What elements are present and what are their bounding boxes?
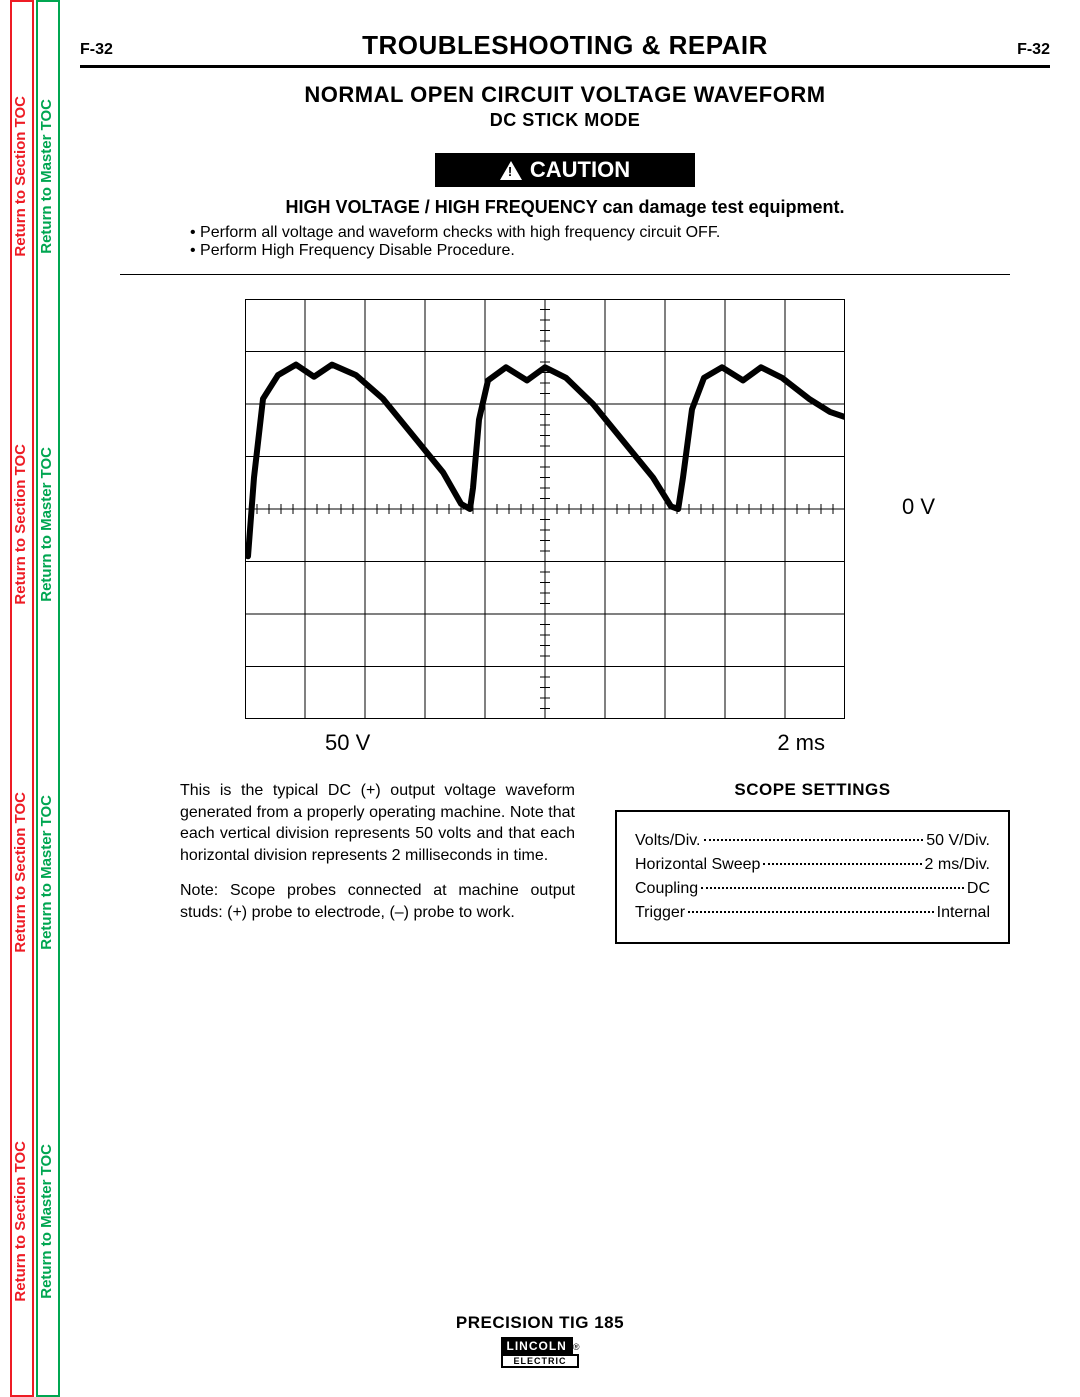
section-divider — [120, 274, 1010, 275]
volts-per-div-label: 50 V — [325, 730, 370, 756]
setting-row: Coupling DC — [635, 880, 990, 898]
side-navigation-tabs: Return to Section TOC Return to Section … — [10, 0, 62, 1397]
setting-value: 2 ms/Div. — [925, 856, 990, 874]
page-title: TROUBLESHOOTING & REPAIR — [362, 30, 768, 61]
time-per-div-label: 2 ms — [777, 730, 825, 756]
setting-dots — [763, 863, 921, 865]
page-number-left: F-32 — [80, 41, 113, 59]
setting-value: DC — [967, 880, 990, 898]
master-toc-label-1: Return to Master TOC — [38, 91, 58, 262]
setting-row: Horizontal Sweep 2 ms/Div. — [635, 856, 990, 874]
setting-row: Trigger Internal — [635, 904, 990, 922]
scope-settings-panel: SCOPE SETTINGS Volts/Div. 50 V/Div. Horizo… — [615, 780, 1010, 944]
master-toc-label-4: Return to Master TOC — [38, 1136, 58, 1307]
oscilloscope-chart: 0 V — [245, 299, 885, 724]
section-toc-label-2: Return to Section TOC — [12, 436, 32, 613]
zero-volt-label: 0 V — [902, 494, 935, 520]
master-toc-label-3: Return to Master TOC — [38, 787, 58, 958]
section-toc-tab[interactable]: Return to Section TOC Return to Section … — [10, 0, 34, 1397]
setting-label: Horizontal Sweep — [635, 856, 760, 874]
section-toc-label-4: Return to Section TOC — [12, 1133, 32, 1310]
setting-dots — [704, 839, 924, 841]
setting-dots — [688, 911, 934, 913]
description-columns: This is the typical DC (+) output voltag… — [180, 780, 1010, 944]
setting-label: Trigger — [635, 904, 685, 922]
setting-row: Volts/Div. 50 V/Div. — [635, 832, 990, 850]
logo-top-text: LINCOLN — [501, 1337, 573, 1355]
page-number-right: F-32 — [1017, 41, 1050, 59]
logo-bottom-text: ELECTRIC — [501, 1354, 580, 1368]
scope-settings-title: SCOPE SETTINGS — [615, 780, 1010, 800]
section-toc-label-3: Return to Section TOC — [12, 784, 32, 961]
subtitle: NORMAL OPEN CIRCUIT VOLTAGE WAVEFORM — [80, 82, 1050, 108]
bullet-1: Perform all voltage and waveform checks … — [190, 224, 1050, 242]
page-header: F-32 TROUBLESHOOTING & REPAIR F-32 — [80, 30, 1050, 68]
scope-settings-box: Volts/Div. 50 V/Div. Horizontal Sweep 2 ms/… — [615, 810, 1010, 944]
caution-label: CAUTION — [530, 157, 630, 183]
caution-banner: CAUTION — [435, 153, 695, 187]
footer-model: PRECISION TIG 185 — [0, 1313, 1080, 1333]
warning-bullets: Perform all voltage and waveform checks … — [190, 224, 1050, 260]
master-toc-tab[interactable]: Return to Master TOC Return to Master TO… — [36, 0, 60, 1397]
setting-value: 50 V/Div. — [926, 832, 990, 850]
scope-axis-labels: 50 V 2 ms — [245, 730, 885, 756]
page-content: F-32 TROUBLESHOOTING & REPAIR F-32 NORMA… — [80, 30, 1050, 944]
description-text: This is the typical DC (+) output voltag… — [180, 780, 575, 944]
setting-dots — [701, 887, 964, 889]
subtitle-mode: DC STICK MODE — [80, 110, 1050, 131]
bullet-2: Perform High Frequency Disable Procedure… — [190, 242, 1050, 260]
section-toc-label-1: Return to Section TOC — [12, 88, 32, 265]
warning-heading: HIGH VOLTAGE / HIGH FREQUENCY can damage… — [80, 197, 1050, 218]
setting-label: Volts/Div. — [635, 832, 701, 850]
warning-icon — [500, 161, 522, 180]
lincoln-logo: LINCOLN® ELECTRIC — [501, 1337, 580, 1368]
setting-label: Coupling — [635, 880, 698, 898]
setting-value: Internal — [937, 904, 990, 922]
scope-svg — [245, 299, 845, 719]
description-p2: Note: Scope probes connected at machine … — [180, 880, 575, 923]
description-p1: This is the typical DC (+) output voltag… — [180, 780, 575, 866]
page-footer: PRECISION TIG 185 LINCOLN® ELECTRIC — [0, 1313, 1080, 1369]
master-toc-label-2: Return to Master TOC — [38, 439, 58, 610]
